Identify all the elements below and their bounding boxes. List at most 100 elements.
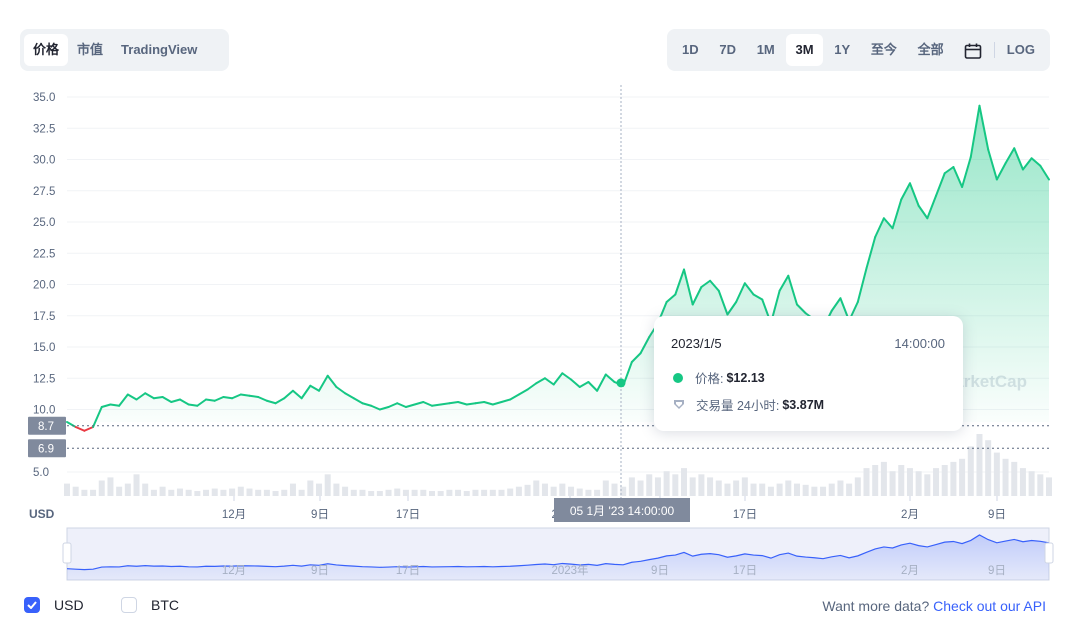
- price-line-segment: [178, 398, 190, 406]
- navigator-tick-label: 9日: [988, 565, 1006, 577]
- price-line-segment: [152, 396, 164, 400]
- volume-bar: [524, 484, 531, 496]
- range-all[interactable]: 全部: [917, 42, 944, 57]
- price-line-segment: [743, 282, 755, 296]
- volume-bar: [828, 483, 835, 496]
- volume-bar: [724, 483, 731, 496]
- checkbox-unchecked-icon[interactable]: [121, 597, 137, 613]
- price-line-segment: [239, 393, 251, 397]
- price-line-segment: [830, 297, 842, 312]
- volume-bar: [707, 477, 714, 496]
- tab-tradingview[interactable]: TradingView: [121, 42, 198, 57]
- volume-bar: [272, 491, 279, 496]
- price-tooltip: 2023/1/5 14:00:00 价格: $12.13 交易量 24小时: $…: [654, 316, 963, 431]
- price-line-segment: [187, 403, 199, 407]
- navigator-tick-label: 12月: [222, 565, 246, 577]
- range-3m[interactable]: 3M: [786, 34, 823, 66]
- price-line-segment: [778, 274, 790, 292]
- volume-bar: [463, 491, 470, 496]
- volume-bar: [576, 488, 583, 496]
- price-line-segment: [943, 166, 955, 175]
- volume-bar: [837, 480, 844, 496]
- api-link[interactable]: Check out our API: [933, 598, 1046, 614]
- usd-toggle[interactable]: USD: [24, 597, 84, 613]
- volume-bar: [307, 480, 314, 496]
- price-line-segment: [517, 388, 529, 396]
- price-line-segment: [717, 289, 729, 316]
- price-line-segment: [205, 398, 216, 402]
- y-tick-label: 35.0: [33, 92, 55, 104]
- volume-bar: [220, 489, 227, 496]
- navigator-tick-label: 2023年: [551, 563, 588, 577]
- price-line-segment: [726, 301, 738, 316]
- volume-bar: [985, 440, 992, 496]
- price-line-segment: [561, 372, 573, 381]
- volume-bar: [820, 486, 827, 496]
- log-toggle[interactable]: LOG: [1006, 42, 1035, 57]
- price-line-segment: [404, 403, 416, 408]
- volume-bar: [420, 489, 427, 496]
- price-line-segment: [92, 406, 103, 428]
- price-line-segment: [1039, 164, 1050, 181]
- price-line-segment: [987, 148, 998, 181]
- range-7d[interactable]: 7D: [719, 42, 736, 57]
- volume-bar: [298, 489, 305, 496]
- y-tick-label: 30.0: [33, 155, 55, 167]
- price-line-segment: [344, 392, 355, 400]
- y-tick-label: 15.0: [33, 342, 55, 354]
- price-line-segment: [570, 378, 581, 388]
- price-line-segment: [222, 396, 234, 400]
- price-line-segment: [1030, 157, 1042, 167]
- volume-bar: [950, 461, 957, 496]
- checkbox-checked-icon[interactable]: [24, 597, 40, 613]
- range-1m[interactable]: 1M: [756, 42, 775, 57]
- price-line-segment: [483, 401, 494, 406]
- price-line-segment: [552, 372, 564, 386]
- volume-bar: [376, 491, 383, 496]
- volume-bar: [611, 483, 618, 496]
- volume-bar: [133, 474, 140, 496]
- calendar-button[interactable]: [955, 34, 991, 66]
- y-tick-label: 17.5: [33, 311, 55, 323]
- volume-bar: [1019, 468, 1026, 496]
- range-1y[interactable]: 1Y: [834, 42, 851, 57]
- volume-bar: [98, 480, 105, 496]
- volume-bar: [698, 474, 705, 496]
- x-tick-label: 17日: [733, 509, 757, 521]
- crosshair-time-label: 05 1月 '23 14:00:00: [570, 504, 675, 518]
- volume-bar: [646, 474, 653, 496]
- tooltip-volume-label: 交易量 24小时:: [696, 399, 780, 413]
- range-1d[interactable]: 1D: [682, 42, 699, 57]
- volume-bar: [455, 489, 462, 496]
- volume-bar: [1002, 458, 1009, 496]
- volume-bar: [446, 489, 453, 496]
- tab-market-cap[interactable]: 市值: [77, 42, 104, 57]
- price-line-segment: [874, 217, 885, 238]
- volume-bar: [776, 483, 783, 496]
- volume-bar: [194, 491, 201, 496]
- btc-toggle[interactable]: BTC: [121, 597, 179, 613]
- volume-bar: [324, 474, 331, 496]
- volume-bar: [185, 489, 192, 496]
- navigator-tick-label: 2月: [901, 565, 919, 577]
- range-ytd[interactable]: 至今: [870, 42, 897, 57]
- y-tick-label: 25.0: [33, 217, 55, 229]
- price-line-segment: [144, 392, 155, 400]
- price-line-segment: [691, 286, 703, 306]
- volume-bar: [689, 477, 696, 496]
- x-tick-label: 9日: [311, 509, 329, 521]
- tab-price[interactable]: 价格: [24, 34, 69, 66]
- price-line-segment: [604, 373, 616, 383]
- price-line-segment: [683, 268, 694, 306]
- volume-bar: [915, 471, 922, 496]
- crosshair-time-box: [554, 498, 690, 522]
- volume-bar: [116, 486, 123, 496]
- volume-bar: [1028, 471, 1035, 496]
- volume-bar: [681, 468, 688, 496]
- calendar-icon: [965, 43, 982, 59]
- volume-bar: [785, 480, 792, 496]
- navigator-tick-label: 17日: [733, 565, 757, 577]
- volume-bar: [880, 461, 887, 496]
- price-line-segment: [370, 404, 381, 411]
